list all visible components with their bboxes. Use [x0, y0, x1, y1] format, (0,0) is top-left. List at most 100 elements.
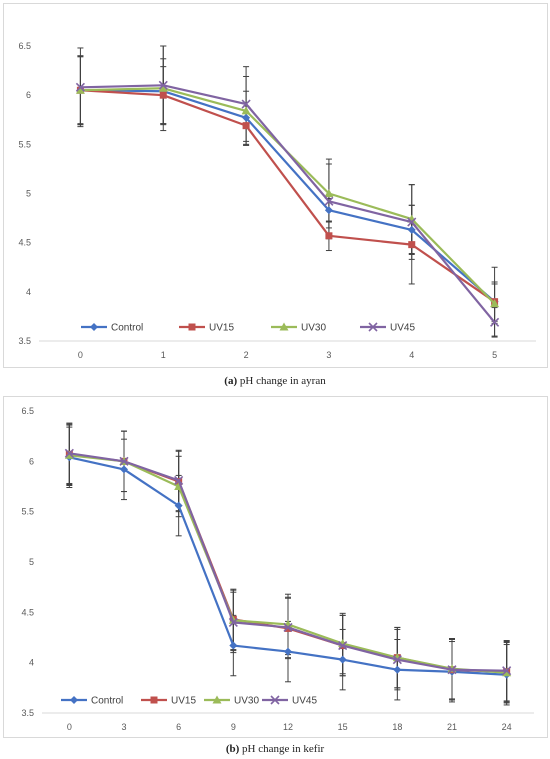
legend-label: UV30 — [234, 696, 259, 707]
data-point — [174, 475, 184, 486]
data-point — [324, 189, 334, 197]
legend-marker — [90, 323, 98, 331]
caption-text-b: pH change in kefir — [242, 743, 325, 755]
x-tick-label: 0 — [78, 350, 83, 360]
x-tick-label: 2 — [244, 350, 249, 360]
data-point — [75, 85, 85, 94]
data-point — [502, 666, 512, 676]
data-point — [228, 617, 238, 627]
data-point — [338, 640, 348, 651]
chart-panel-ayran: 3.5 4 4.5 5 5.5 6 6.5 0 1 2 3 4 5 Control UV15 UV30 UV45 — [3, 3, 548, 368]
y-tick-label: 3.5 — [18, 336, 31, 346]
x-tick-label: 15 — [338, 722, 348, 732]
data-point — [490, 317, 500, 327]
legend-label: Control — [111, 323, 143, 334]
data-point — [75, 82, 85, 92]
y-tick-label: 5.5 — [21, 507, 34, 517]
legend: Control UV15 UV30 UV45 — [81, 322, 415, 334]
legend-marker — [270, 695, 280, 705]
legend-marker — [368, 322, 378, 332]
series-uv45 — [64, 448, 512, 676]
data-point — [324, 196, 334, 206]
x-tick-label: 24 — [502, 722, 512, 732]
y-tick-label: 4.5 — [18, 238, 31, 248]
series-uv15 — [76, 86, 499, 306]
series-uv30 — [75, 83, 500, 308]
legend-item: Control — [61, 696, 123, 707]
legend-item: UV30 — [204, 695, 259, 707]
data-point — [407, 225, 416, 234]
y-tick-label: 3.5 — [21, 708, 34, 718]
y-tick-label: 5 — [29, 557, 34, 567]
y-tick-label: 4 — [29, 658, 34, 668]
data-point — [490, 299, 500, 308]
y-tick-label: 5.5 — [18, 139, 31, 149]
legend-marker — [279, 322, 289, 331]
y-tick-label: 6.5 — [21, 406, 34, 416]
x-tick-label: 21 — [447, 722, 457, 732]
data-point — [159, 91, 167, 99]
kefir-ph-chart: 3.5 4 4.5 5 5.5 6 6.5 0 3 6 9 12 15 18 21 24 Control UV15… — [21, 406, 534, 732]
y-tick-label: 6 — [29, 456, 34, 466]
ayran-ph-chart: 3.5 4 4.5 5 5.5 6 6.5 0 1 2 3 4 5 Control UV15 UV30 UV45 — [18, 41, 536, 360]
y-tick-label: 4.5 — [21, 607, 34, 617]
data-point — [502, 668, 512, 677]
data-point — [393, 665, 402, 674]
series-line — [80, 84, 496, 324]
x-tick-label: 3 — [121, 722, 126, 732]
legend-label: UV45 — [292, 696, 317, 707]
x-tick-label: 4 — [409, 350, 414, 360]
data-point — [229, 641, 238, 650]
data-point — [158, 80, 168, 90]
data-point — [324, 206, 333, 215]
data-point — [447, 665, 457, 675]
legend-item: UV15 — [141, 696, 196, 707]
x-tick-label: 0 — [67, 722, 72, 732]
data-point — [241, 99, 251, 109]
series-line — [80, 89, 496, 303]
data-point — [325, 232, 333, 240]
data-point — [119, 456, 129, 466]
data-point — [174, 501, 183, 510]
legend-label: UV30 — [301, 323, 326, 334]
data-point — [241, 106, 251, 115]
data-point — [120, 465, 128, 474]
caption-ayran: (a) pH change in ayran — [0, 375, 550, 387]
legend-item: Control — [81, 323, 143, 334]
x-tick-label: 9 — [231, 722, 236, 732]
data-point — [64, 448, 74, 458]
y-tick-label: 4 — [26, 287, 31, 297]
axes: 3.5 4 4.5 5 5.5 6 6.5 0 1 2 3 4 5 — [18, 41, 536, 360]
caption-label-b: (b) — [225, 743, 240, 755]
x-tick-label: 6 — [176, 722, 181, 732]
legend-marker — [212, 695, 222, 704]
legend-marker — [150, 696, 158, 704]
data-point — [407, 217, 417, 227]
x-tick-label: 18 — [392, 722, 402, 732]
legend: Control UV15 UV30 UV45 — [61, 695, 317, 707]
y-tick-label: 5 — [26, 189, 31, 199]
caption-text-a: pH change in ayran — [239, 375, 326, 387]
x-tick-label: 5 — [492, 350, 497, 360]
legend-item: UV15 — [179, 323, 234, 334]
data-point — [284, 647, 292, 656]
legend-item: UV45 — [360, 322, 415, 334]
series-line — [80, 87, 496, 305]
data-point — [64, 450, 74, 459]
legend-label: Control — [91, 696, 123, 707]
legend-label: UV15 — [209, 323, 234, 334]
x-tick-label: 1 — [161, 350, 166, 360]
series-uv45 — [75, 80, 500, 327]
data-point — [283, 622, 293, 632]
legend-item: UV30 — [271, 322, 326, 334]
data-point — [338, 655, 347, 664]
legend-label: UV45 — [390, 323, 415, 334]
x-tick-label: 12 — [283, 722, 293, 732]
legend-label: UV15 — [171, 696, 196, 707]
series-control — [76, 86, 499, 306]
caption-kefir: (b) pH change in kefir — [0, 743, 550, 755]
data-point — [392, 655, 402, 665]
data-point — [242, 122, 250, 130]
caption-label-a: (a) — [224, 375, 238, 387]
legend-marker — [188, 323, 196, 331]
